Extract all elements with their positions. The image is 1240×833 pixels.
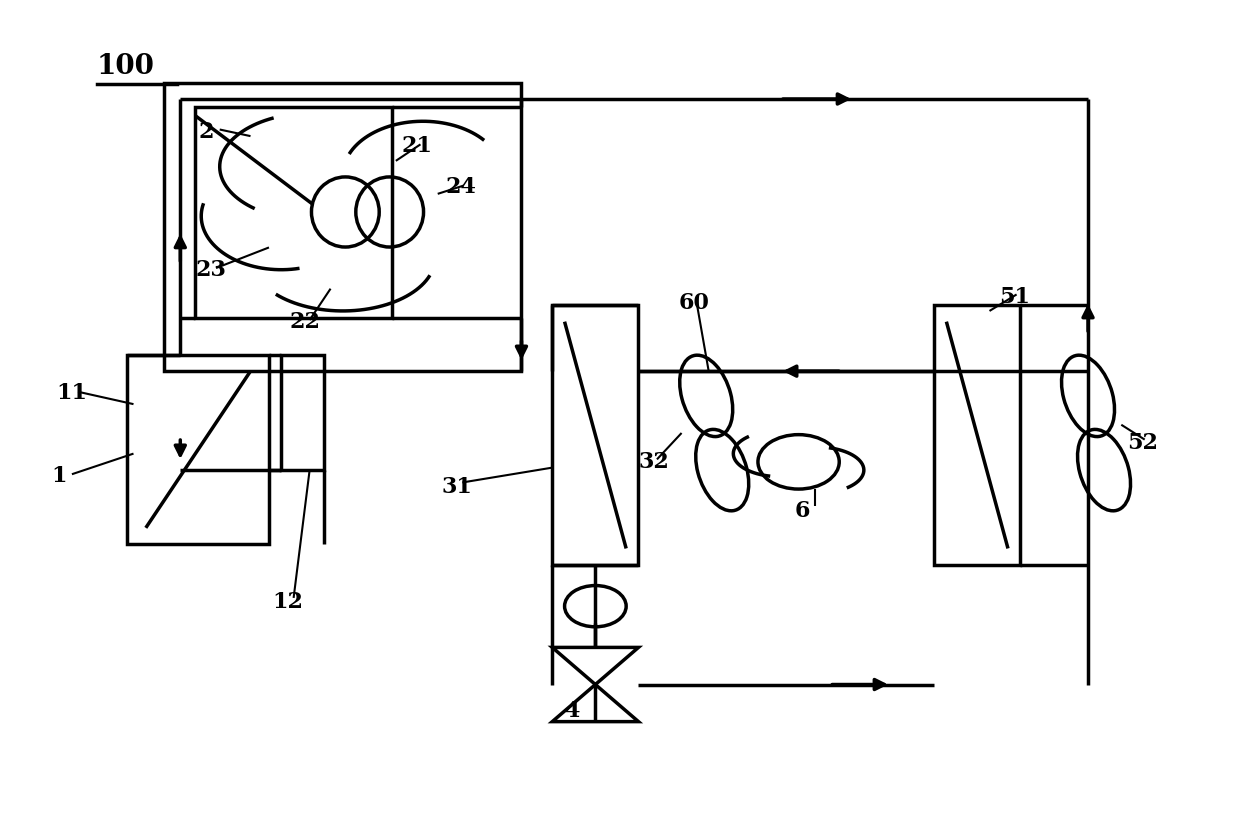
Bar xyxy=(164,82,522,372)
Text: 4: 4 xyxy=(564,700,580,722)
Text: 60: 60 xyxy=(680,292,711,314)
Text: 11: 11 xyxy=(56,382,87,404)
Text: 21: 21 xyxy=(402,135,433,157)
Bar xyxy=(552,305,639,565)
Bar xyxy=(934,305,1021,565)
Text: 22: 22 xyxy=(290,311,321,332)
Bar xyxy=(195,107,392,317)
Bar xyxy=(281,355,325,470)
Text: 1: 1 xyxy=(51,465,67,486)
Text: 32: 32 xyxy=(639,451,670,473)
Text: 12: 12 xyxy=(273,591,304,613)
Text: 51: 51 xyxy=(999,286,1030,308)
Text: 23: 23 xyxy=(195,259,226,281)
Text: 100: 100 xyxy=(97,52,155,79)
Text: 2: 2 xyxy=(198,121,215,143)
Text: 6: 6 xyxy=(795,501,811,522)
Text: 52: 52 xyxy=(1127,431,1158,454)
Bar xyxy=(128,355,269,544)
Text: 31: 31 xyxy=(441,476,472,497)
Text: 24: 24 xyxy=(445,177,476,198)
